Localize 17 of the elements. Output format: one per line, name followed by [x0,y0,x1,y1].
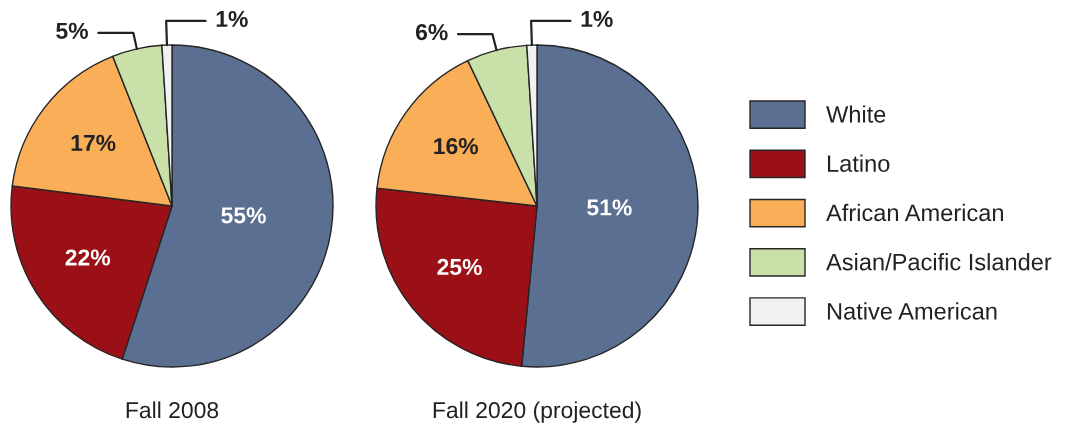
text: Fall 2020 (projected) [433,401,641,423]
legend-label: Native American [827,302,997,320]
text: Fall 2008 [126,401,219,419]
data-label: 1% [216,10,248,28]
data-label: 22% [65,249,111,266]
legend-label: White [826,105,886,123]
data-label: 16% [434,138,479,155]
legend-label: African American [826,203,1003,222]
data-label: 17% [71,134,116,151]
data-label: 55% [221,207,266,224]
data-label: 6% [415,23,448,41]
data-label: 1% [581,10,613,28]
data-label: 25% [437,258,482,276]
data-label: 5% [56,22,88,39]
legend-label: Asian/Pacific Islander [826,253,1052,271]
data-label: 51% [587,199,632,216]
legend-label: Latino [827,154,890,172]
